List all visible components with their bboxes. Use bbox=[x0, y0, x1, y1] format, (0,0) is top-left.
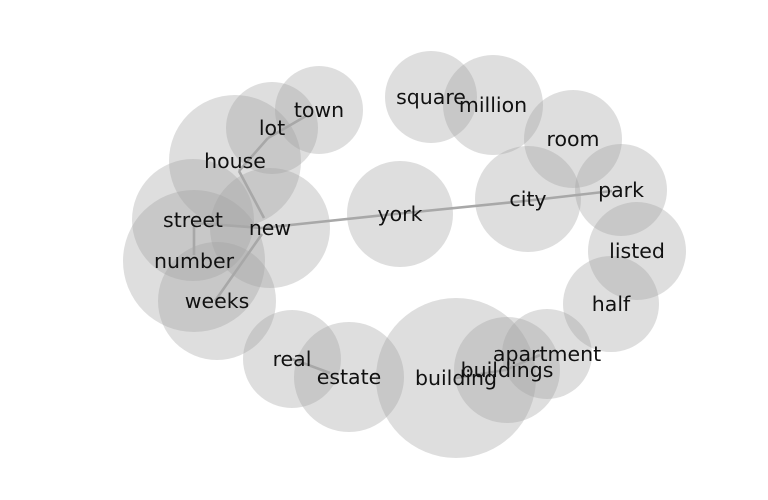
bubble-weeks bbox=[158, 242, 276, 360]
word-label-estate: estate bbox=[317, 365, 382, 389]
bubble-house bbox=[169, 95, 301, 227]
word-label-real: real bbox=[273, 347, 312, 371]
word-label-new: new bbox=[249, 216, 291, 240]
word-label-york: york bbox=[378, 202, 423, 226]
bubble-half bbox=[563, 256, 659, 352]
word-label-half: half bbox=[592, 292, 631, 316]
word-label-number: number bbox=[154, 249, 235, 273]
edge-city-park bbox=[524, 189, 613, 203]
edge-real-estate bbox=[291, 357, 331, 375]
word-label-weeks: weeks bbox=[185, 289, 250, 313]
word-label-million: million bbox=[459, 93, 527, 117]
word-label-city: city bbox=[509, 187, 546, 211]
bubble-listed bbox=[588, 202, 686, 300]
edge-new-house bbox=[237, 170, 266, 219]
word-label-square: square bbox=[396, 85, 466, 109]
word-label-room: room bbox=[546, 127, 599, 151]
word-label-buildings: buildings bbox=[461, 358, 554, 382]
edge-new-york bbox=[261, 212, 396, 230]
bubble-street bbox=[132, 159, 254, 281]
word-label-street: street bbox=[163, 208, 223, 232]
edge-york-city bbox=[394, 199, 526, 216]
bubble-apartment bbox=[502, 309, 592, 399]
edge-buildings-apartment bbox=[504, 353, 541, 372]
edge-lot-town bbox=[267, 114, 307, 140]
bubble-town bbox=[275, 66, 363, 154]
word-label-listed: listed bbox=[609, 239, 665, 263]
bubble-city bbox=[475, 146, 581, 252]
bubble-square bbox=[385, 51, 477, 143]
bubble-park bbox=[575, 144, 667, 236]
edge-new-weeks bbox=[213, 233, 264, 302]
word-label-building: building bbox=[415, 366, 497, 390]
bubble-room bbox=[524, 90, 622, 188]
word-label-town: town bbox=[294, 98, 344, 122]
word-label-park: park bbox=[598, 178, 644, 202]
word-label-apartment: apartment bbox=[493, 342, 601, 366]
bubble-estate bbox=[294, 322, 404, 432]
edge-house-lot bbox=[238, 137, 269, 172]
edge-building-buildings bbox=[455, 368, 506, 380]
bubble-million bbox=[443, 55, 543, 155]
edge-new-street bbox=[193, 221, 263, 230]
word-label-house: house bbox=[204, 149, 266, 173]
bubble-lot bbox=[226, 82, 318, 174]
word-label-lot: lot bbox=[259, 116, 285, 140]
